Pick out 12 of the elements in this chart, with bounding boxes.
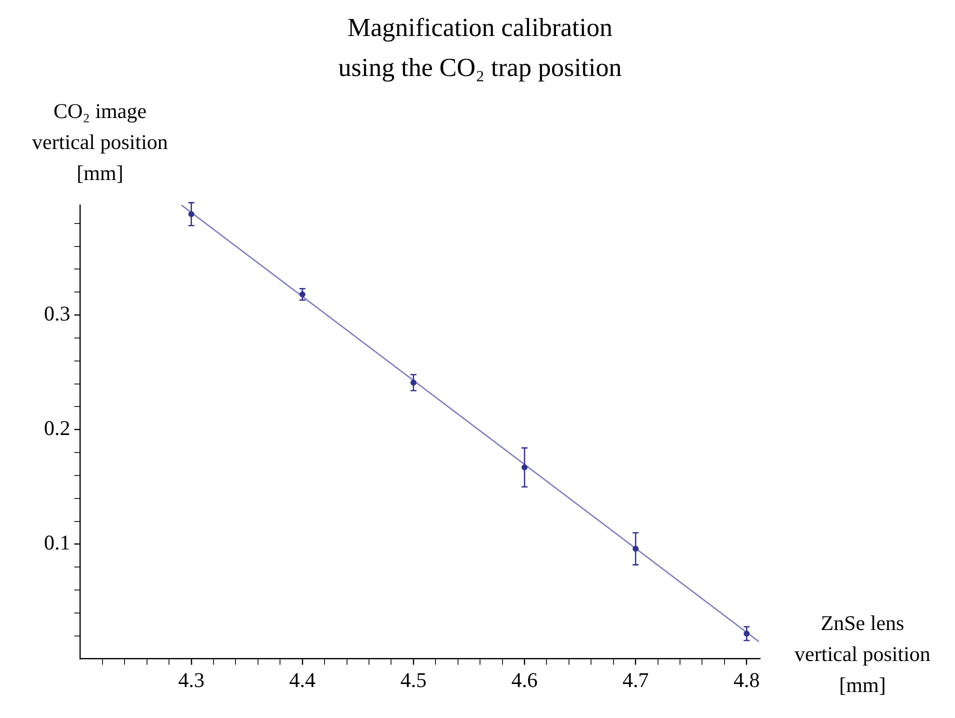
x-tick-label: 4.8	[734, 668, 760, 692]
x-tick-label: 4.4	[289, 668, 316, 692]
y-tick-label: 0.2	[44, 416, 70, 440]
x-tick-label: 4.5	[400, 668, 427, 692]
y-tick-label: 0.3	[44, 302, 70, 326]
y-axis-title: CO₂ image vertical position [mm]	[31, 98, 169, 187]
x-axis-title: ZnSe lens vertical position [mm]	[794, 610, 932, 699]
x-tick-label: 4.6	[511, 668, 538, 692]
x-tick-label: 4.3	[178, 668, 204, 692]
x-tick-label: 4.7	[622, 668, 649, 692]
y-tick-label: 0.1	[44, 530, 70, 555]
chart-title: Magnification calibration using the CO₂ trap position	[337, 12, 623, 84]
